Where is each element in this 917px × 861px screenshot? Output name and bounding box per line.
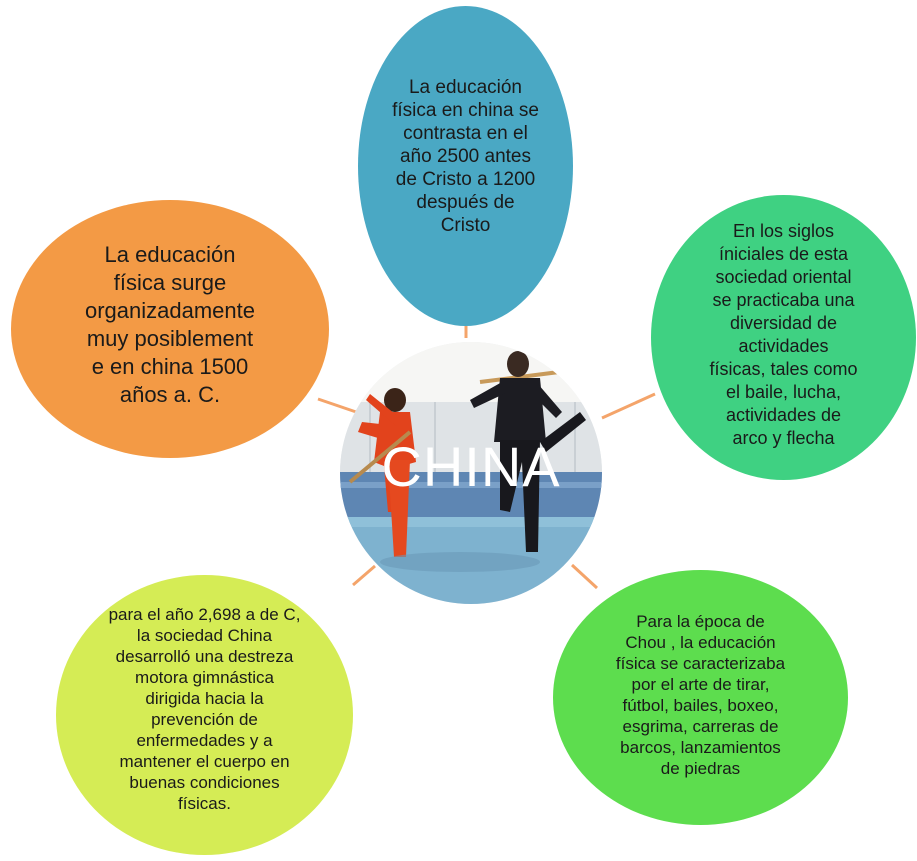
martial-arts-photo-icon	[340, 342, 602, 604]
bubble-bottom-left: para el año 2,698 a de C, la sociedad Ch…	[56, 575, 353, 855]
connector-bottom-right	[570, 563, 599, 590]
bubble-top-text: La educación física en china se contrast…	[392, 76, 539, 236]
martial-arts-photo	[340, 342, 602, 604]
connector-bottom-left	[352, 564, 376, 587]
center-title: CHINA	[381, 435, 561, 498]
connector-right	[601, 392, 656, 420]
bubble-right: En los siglos íniciales de esta sociedad…	[651, 195, 916, 480]
bubble-right-text: En los siglos íniciales de esta sociedad…	[709, 220, 858, 448]
bubble-top: La educación física en china se contrast…	[358, 6, 573, 326]
bubble-bottom-right-text: Para la época de Chou , la educación fís…	[615, 611, 786, 778]
bubble-bottom-right: Para la época de Chou , la educación fís…	[553, 570, 848, 825]
bubble-left: La educación física surge organizadament…	[11, 200, 329, 458]
bubble-left-text: La educación física surge organizadament…	[84, 242, 255, 407]
bubble-bottom-left-text: para el año 2,698 a de C, la sociedad Ch…	[108, 605, 301, 813]
